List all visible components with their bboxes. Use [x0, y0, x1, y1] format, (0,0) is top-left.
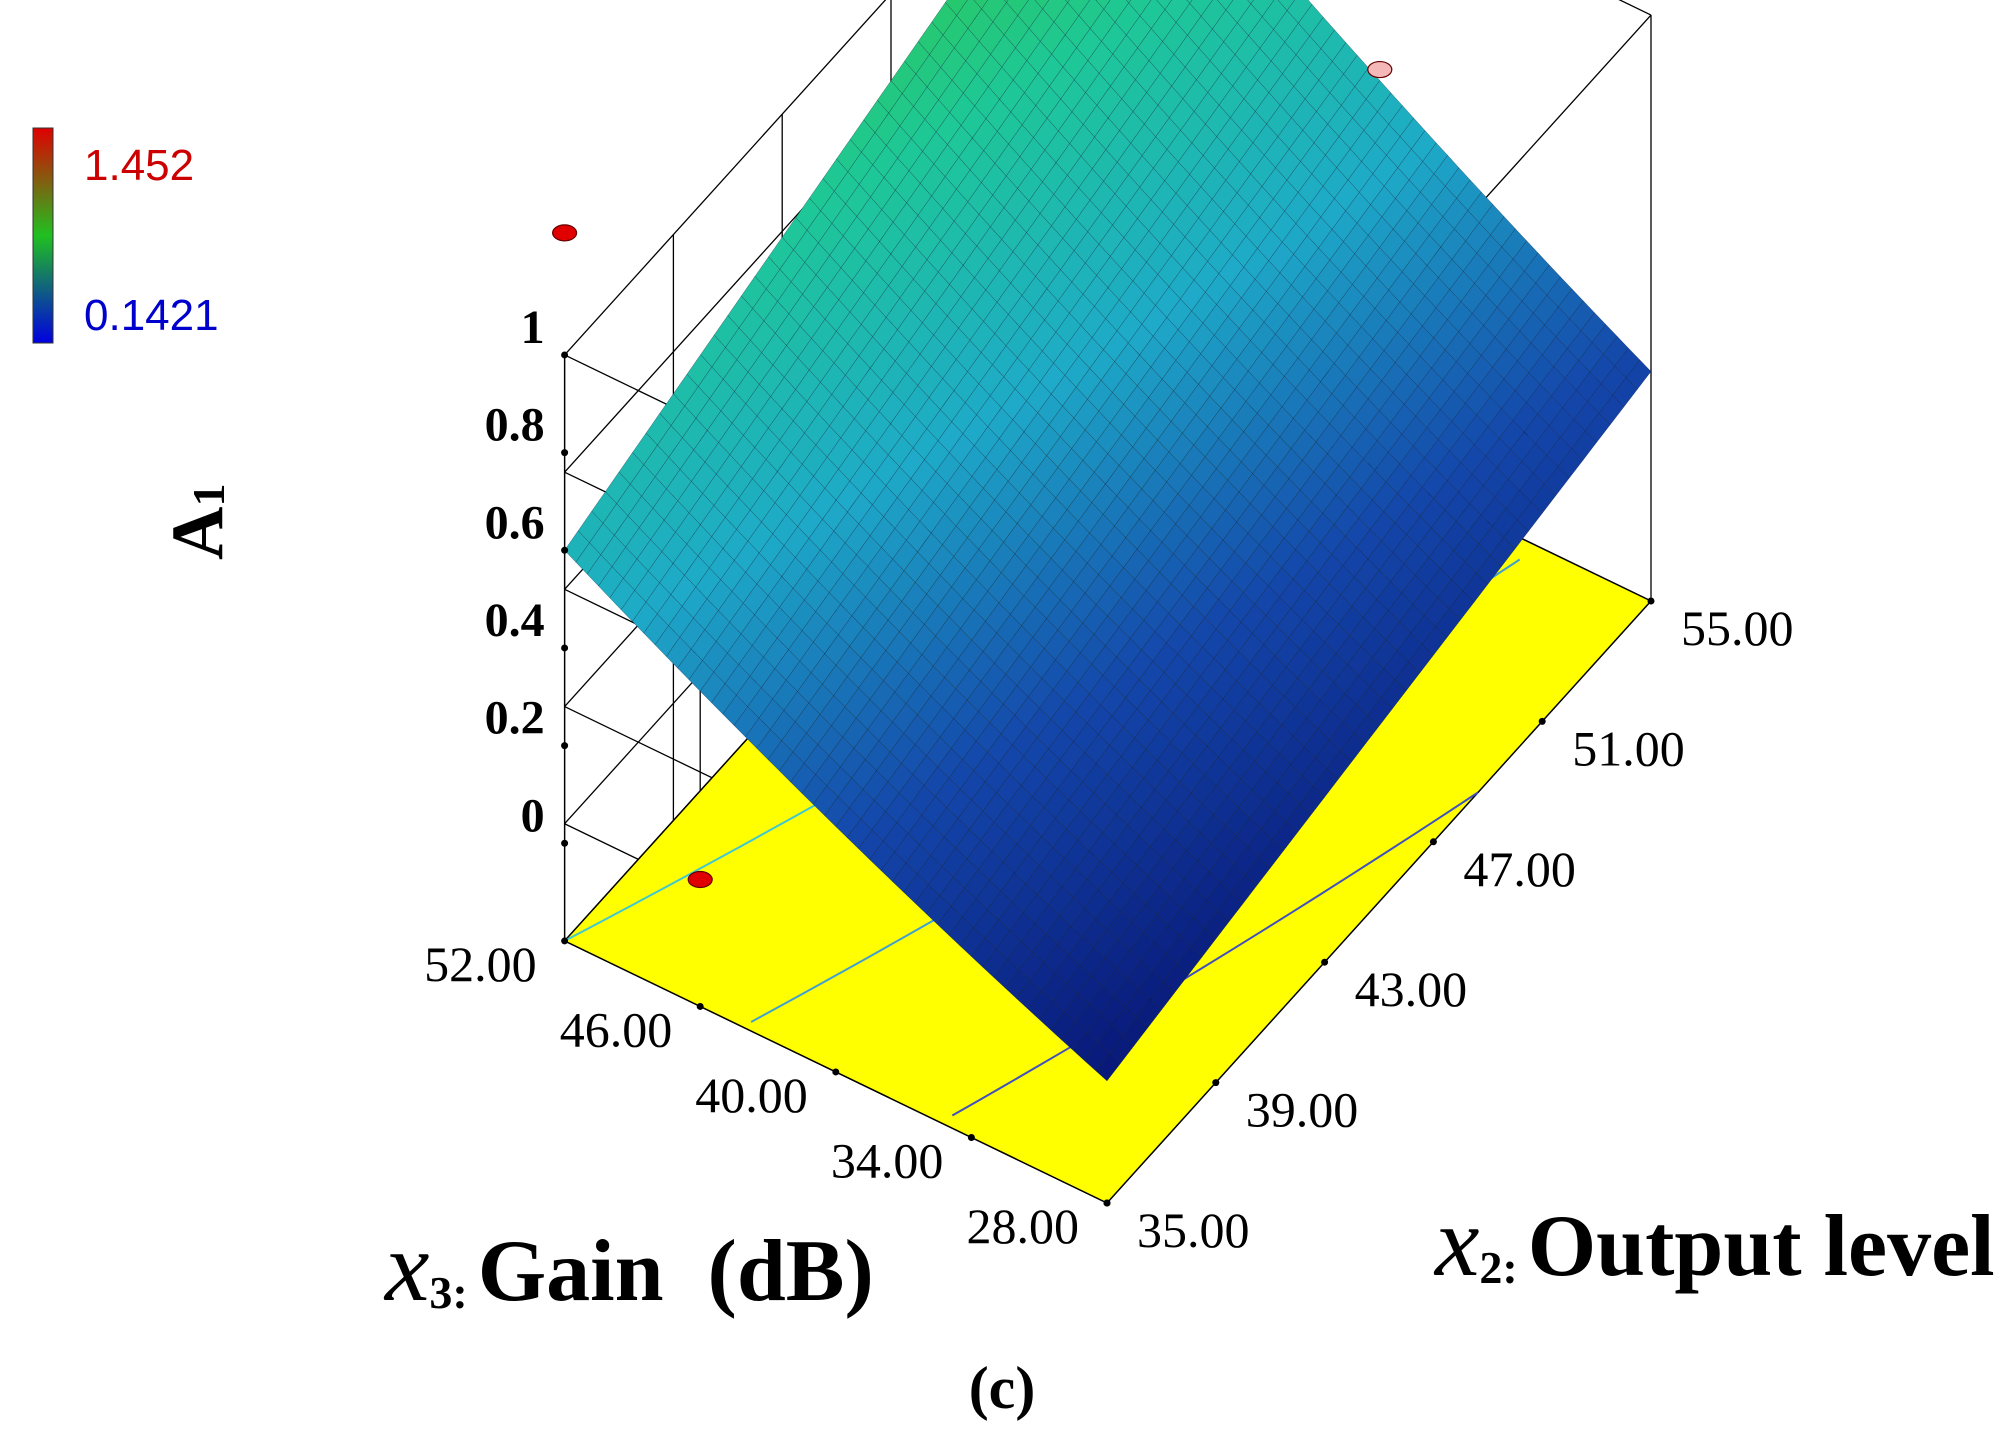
z-axis-title: A1 — [157, 484, 239, 560]
z-tick-mark — [561, 351, 569, 359]
z-tick-label: 0 — [521, 789, 545, 842]
x-tick-mark — [1429, 838, 1437, 846]
x-tick-label: 43.00 — [1355, 961, 1468, 1017]
x-tick-label: 55.00 — [1681, 600, 1794, 656]
z-tick-label: 0.8 — [485, 399, 545, 452]
surface-facet — [1277, 0, 1295, 11]
y-tick-label: 34.00 — [831, 1132, 944, 1188]
z-axis-title-sub: 1 — [183, 484, 234, 507]
right-wall-gridline — [564, 0, 887, 356]
x-tick-mark — [1103, 1199, 1111, 1207]
y-axis-title-var: x — [383, 1211, 429, 1322]
x-tick-label: 39.00 — [1246, 1082, 1359, 1138]
surface-facet — [1034, 0, 1050, 10]
design-point — [687, 870, 713, 889]
floor-contour-line — [951, 791, 1479, 1117]
x-tick-label: 35.00 — [1137, 1202, 1250, 1258]
colorbar: 1.452 0.1421 — [32, 127, 219, 344]
x-tick-mark — [1212, 1079, 1220, 1087]
x-tick-label: 47.00 — [1463, 841, 1576, 897]
y-tick-label: 40.00 — [695, 1067, 808, 1123]
design-points-visible — [551, 60, 1393, 242]
surface-facet — [1216, 0, 1234, 11]
x-tick-mark — [1538, 717, 1546, 725]
y-axis-title-text: Gain (dB) — [478, 1223, 874, 1320]
z-tick-mark — [561, 644, 569, 652]
z-tick-mark — [561, 742, 569, 750]
y-tick-label: 52.00 — [424, 936, 537, 992]
z-tick-mark — [561, 449, 569, 457]
x-tick-mark — [1647, 597, 1655, 605]
panel-label: (c) — [969, 1355, 1036, 1421]
colorbar-min-label: 0.1421 — [84, 291, 219, 340]
x-tick-label: 51.00 — [1572, 720, 1685, 776]
y-tick-mark — [832, 1068, 840, 1076]
colorbar-gradient — [32, 127, 54, 344]
surface-facet — [1156, 0, 1172, 10]
y-axis-title-sub: 3: — [429, 1267, 467, 1318]
response-surface — [564, 0, 1652, 1082]
x-axis-title: x2: Output level — [1433, 1186, 1995, 1297]
z-tick-label: 1 — [521, 301, 545, 354]
y-tick-label: 28.00 — [967, 1198, 1080, 1254]
x-axis-title-sub: 2: — [1479, 1242, 1517, 1293]
y-tick-mark — [967, 1133, 975, 1141]
z-tick-mark — [561, 546, 569, 554]
z-tick-label: 0.6 — [485, 496, 545, 549]
y-tick-mark — [696, 1002, 704, 1010]
surface-facet — [973, 0, 989, 10]
surface-facet — [1186, 0, 1193, 4]
surface-facet — [1625, 359, 1652, 390]
surface-facet — [1125, 0, 1132, 4]
design-point — [1367, 60, 1393, 79]
svg-text:A1: A1 — [157, 484, 239, 560]
axes: 0 0.2 0.4 0.6 0.8 1 28.00 34.00 40.00 46.00 52.00 3… — [424, 301, 1793, 1258]
surface-facet — [1065, 0, 1070, 4]
x-axis-title-var: x — [1433, 1186, 1479, 1297]
surface-facet — [1095, 0, 1111, 10]
design-point — [551, 224, 578, 242]
surface-facet — [1004, 0, 1009, 3]
y-tick-mark — [561, 937, 569, 945]
z-tick-mark — [561, 839, 569, 847]
colorbar-max-label: 1.452 — [84, 141, 194, 190]
y-tick-label: 46.00 — [560, 1001, 673, 1057]
x-axis-title-text: Output level — [1528, 1198, 1995, 1295]
z-tick-label: 0.2 — [485, 692, 545, 745]
z-tick-label: 0.4 — [485, 594, 545, 647]
surface-facet — [1247, 0, 1254, 5]
x-tick-mark — [1321, 958, 1329, 966]
z-axis-title-main: A — [157, 507, 239, 560]
y-axis-title: x3: Gain (dB) — [383, 1211, 874, 1322]
